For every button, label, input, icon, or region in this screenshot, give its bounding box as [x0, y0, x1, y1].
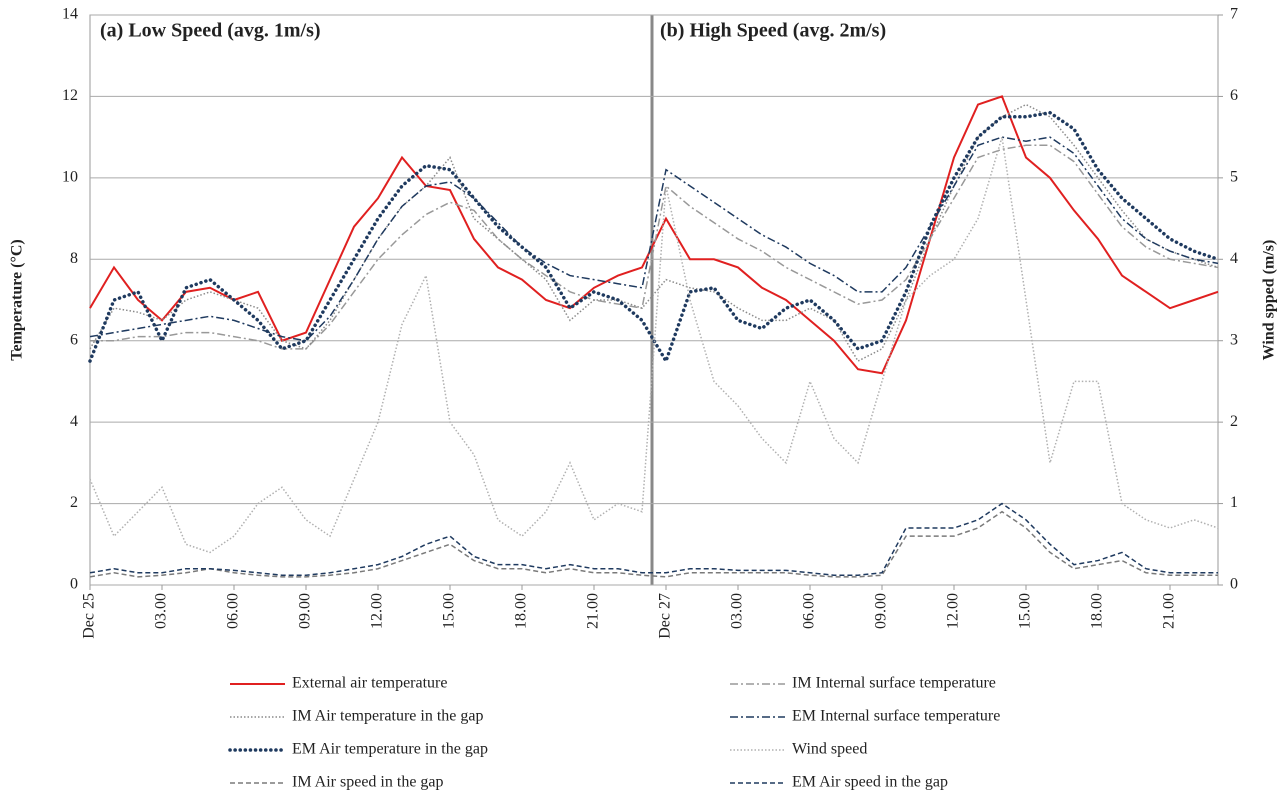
y2-axis-title: Wind spped (m/s)	[1261, 240, 1278, 361]
x-tick-label: Dec 27	[657, 593, 674, 639]
legend-label: EM Air temperature in the gap	[292, 741, 488, 758]
series-line	[89, 136, 1219, 342]
series-line	[89, 95, 1219, 375]
y-tick-label: 12	[62, 87, 78, 104]
y-tick-label: 14	[62, 6, 78, 23]
x-tick-label: 03.00	[153, 593, 170, 629]
x-tick-label: 15.00	[441, 593, 458, 629]
legend-label: EM Air speed in the gap	[792, 774, 948, 791]
x-tick-label: 21.00	[585, 593, 602, 629]
series-line	[89, 136, 1219, 554]
y2-tick-label: 5	[1230, 169, 1238, 186]
x-tick-label: 06.00	[801, 593, 818, 629]
panel-label: (a) Low Speed (avg. 1m/s)	[100, 20, 321, 42]
y-tick-label: 8	[70, 250, 78, 267]
x-tick-label: 06.00	[225, 593, 242, 629]
y-tick-label: 6	[70, 331, 78, 348]
legend-label: IM Internal surface temperature	[792, 675, 996, 692]
legend-label: Wind speed	[792, 741, 867, 758]
x-tick-label: 21.00	[1161, 593, 1178, 629]
y-tick-label: 2	[70, 494, 78, 511]
series-line	[88, 110, 1220, 366]
legend-label: EM Internal surface temperature	[792, 708, 1000, 725]
y2-tick-label: 0	[1230, 576, 1238, 593]
y2-tick-label: 3	[1230, 331, 1238, 348]
y2-tick-label: 6	[1230, 87, 1238, 104]
series-line	[89, 502, 1218, 576]
y-axis-title: Temperature (°C)	[9, 239, 26, 360]
y-tick-label: 4	[70, 413, 78, 430]
legend-label: External air temperature	[292, 675, 447, 692]
y2-tick-label: 2	[1230, 413, 1238, 430]
x-tick-label: 03.00	[729, 593, 746, 629]
series-line	[90, 144, 1219, 350]
x-tick-label: Dec 25	[81, 593, 98, 639]
series-line	[89, 510, 1218, 578]
y2-tick-label: 7	[1230, 6, 1238, 23]
x-tick-label: 09.00	[297, 593, 314, 629]
panel-label: (b) High Speed (avg. 2m/s)	[660, 20, 886, 42]
y-tick-label: 10	[62, 169, 78, 186]
legend-label: IM Air temperature in the gap	[292, 708, 484, 725]
x-tick-label: 18.00	[513, 593, 530, 629]
x-tick-label: 15.00	[1017, 593, 1034, 629]
x-tick-label: 12.00	[369, 593, 386, 629]
x-tick-label: 09.00	[873, 593, 890, 629]
y2-tick-label: 1	[1230, 494, 1238, 511]
y-tick-label: 0	[70, 576, 78, 593]
legend-label: IM Air speed in the gap	[292, 774, 444, 791]
x-tick-label: 18.00	[1089, 593, 1106, 629]
plot-frame	[89, 14, 1219, 586]
x-tick-label: 12.00	[945, 593, 962, 629]
y2-tick-label: 4	[1230, 250, 1238, 267]
